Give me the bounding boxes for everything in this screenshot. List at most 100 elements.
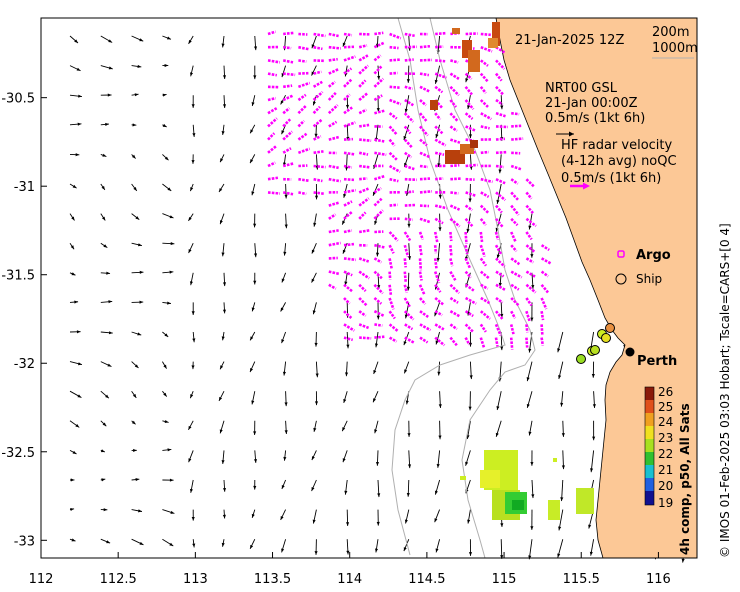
- radar-arrow: [494, 244, 503, 255]
- radar-arrow: [388, 271, 392, 280]
- radar-arrow: [389, 32, 402, 40]
- radar-arrow: [359, 164, 371, 169]
- sst-patch-mid: [430, 100, 478, 164]
- model-arrow: [467, 509, 471, 524]
- model-arrow: [531, 479, 535, 499]
- model-arrow: [253, 213, 257, 228]
- model-arrow: [162, 63, 169, 68]
- radar-arrow: [388, 336, 398, 343]
- radar-arrow: [373, 65, 383, 75]
- radar-arrow: [298, 32, 308, 36]
- model-arrow: [469, 361, 473, 380]
- model-arrow: [69, 35, 79, 44]
- model-arrow: [69, 94, 82, 98]
- radar-arrow: [374, 109, 386, 115]
- model-arrow: [253, 243, 258, 258]
- colorbar-ticks: 26 25 24 23 22 21 20 19: [658, 385, 673, 510]
- radar-arrow: [267, 117, 278, 128]
- radar-arrow: [479, 217, 487, 226]
- model-arrow: [69, 361, 83, 366]
- radar-arrow: [404, 32, 415, 38]
- model-arrow: [404, 509, 410, 524]
- model-arrow: [162, 301, 171, 305]
- model-arrow: [69, 272, 76, 276]
- radar-arrow: [510, 310, 517, 319]
- model-arrow: [100, 300, 113, 304]
- radar-arrow: [479, 204, 490, 215]
- radar-arrow: [449, 245, 453, 257]
- radar-arrow: [419, 99, 427, 107]
- radar-arrow: [419, 310, 429, 319]
- model-arrow: [374, 331, 379, 348]
- radar-arrow: [495, 98, 504, 106]
- radar-arrow: [358, 197, 370, 207]
- radar-arrow: [434, 217, 444, 225]
- radar-arrow: [510, 217, 519, 227]
- radar-arrow: [495, 310, 504, 320]
- radar-arrow: [388, 310, 396, 320]
- radar-arrow: [343, 151, 356, 156]
- radar-arrow: [388, 125, 398, 136]
- model-arrow: [589, 539, 595, 556]
- model-arrow: [528, 539, 533, 560]
- model-arrow: [315, 361, 319, 378]
- radar-arrow: [480, 296, 491, 305]
- radar-arrow: [419, 217, 431, 224]
- radar-arrow: [312, 105, 321, 115]
- model-arrow: [131, 270, 144, 274]
- model-arrow: [69, 390, 82, 398]
- y-tick-label: -30.5: [1, 92, 35, 107]
- radar-arrow: [297, 147, 311, 155]
- credit-text: © IMOS 01-Feb-2025 03:03 Hobart; Tscale=…: [718, 223, 732, 558]
- radar-arrow: [525, 270, 536, 278]
- radar-arrow: [404, 177, 417, 182]
- radar-arrow: [388, 323, 399, 333]
- radar-arrow: [449, 310, 461, 318]
- radar-arrow: [509, 324, 515, 335]
- model-arrow: [314, 331, 318, 347]
- model-arrow: [404, 95, 410, 113]
- model-arrow: [560, 391, 564, 407]
- radar-arrow: [494, 72, 503, 82]
- radar-arrow: [358, 64, 369, 75]
- radar-arrow: [449, 72, 460, 80]
- radar-arrow: [510, 283, 520, 291]
- radar-arrow: [495, 191, 507, 202]
- radar-arrow: [328, 164, 339, 170]
- model-arrow: [530, 509, 534, 530]
- plot-frame: [40, 17, 698, 559]
- radar-arrow: [267, 59, 281, 64]
- model-arrow: [377, 65, 381, 80]
- radar-arrow: [389, 45, 399, 50]
- radar-arrow: [282, 130, 293, 141]
- radar-arrow: [510, 178, 519, 185]
- radar-arrow: [404, 217, 413, 222]
- model-arrow: [162, 35, 172, 40]
- model-arrow: [192, 331, 196, 343]
- radar-arrow: [464, 283, 475, 292]
- radar-arrow: [495, 59, 506, 70]
- radar-arrow: [313, 191, 325, 196]
- radar-arrow: [479, 257, 488, 267]
- model-arrow: [131, 331, 142, 336]
- model-arrow: [376, 509, 380, 526]
- radar-arrow: [511, 124, 522, 128]
- radar-arrow: [464, 112, 474, 120]
- radar-arrow: [283, 31, 295, 36]
- x-tick-label: 112: [29, 572, 54, 587]
- model-arrow: [69, 478, 75, 482]
- radar-legend-avg: (4-12h avg) noQC: [561, 154, 677, 169]
- model-arrow: [407, 420, 411, 437]
- radar-arrow: [465, 191, 477, 198]
- x-tick-label: 113.5: [254, 572, 291, 587]
- radar-arrow: [464, 72, 473, 80]
- model-arrow: [375, 243, 380, 257]
- model-arrow: [162, 478, 174, 482]
- model-arrow: [531, 272, 535, 289]
- radar-arrow: [479, 72, 490, 83]
- radar-arrow: [373, 197, 383, 207]
- radar-arrow: [525, 244, 536, 254]
- x-tick-label: 115: [492, 572, 517, 587]
- model-arrow: [346, 539, 350, 555]
